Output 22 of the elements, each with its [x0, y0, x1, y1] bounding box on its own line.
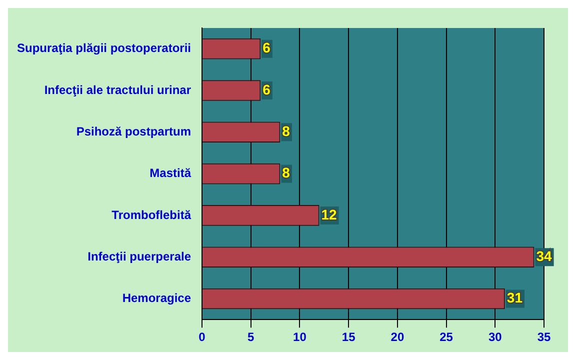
x-tick-label: 15 — [342, 330, 356, 344]
x-tick-label: 5 — [248, 330, 255, 344]
x-tick-label: 35 — [537, 330, 551, 344]
data-label: 6 — [262, 81, 271, 98]
y-tick-label: Hemoragice — [122, 291, 192, 306]
x-tick-label: 30 — [488, 330, 502, 344]
x-tick-label: 25 — [440, 330, 454, 344]
data-label: 8 — [282, 164, 290, 181]
x-tick-label: 10 — [293, 330, 307, 344]
x-tick-label: 0 — [198, 330, 206, 344]
data-label: 34 — [536, 248, 552, 264]
data-label: 8 — [282, 123, 290, 139]
y-tick-label: Tromboflebită — [112, 208, 192, 222]
x-tick-label: 20 — [390, 330, 404, 344]
y-tick-label: Psihoză postpartum — [76, 124, 192, 138]
y-tick-label: Infecţii ale tractului urinar — [44, 82, 192, 97]
y-tick-label: Infecţii puerperale — [88, 249, 192, 264]
y-tick-label: Supuraţia plăgii postoperatorii — [16, 41, 192, 56]
data-label: 31 — [506, 290, 523, 306]
y-tick-label: Mastită — [150, 166, 192, 180]
data-label: 12 — [321, 206, 338, 222]
data-label: 6 — [262, 40, 271, 56]
